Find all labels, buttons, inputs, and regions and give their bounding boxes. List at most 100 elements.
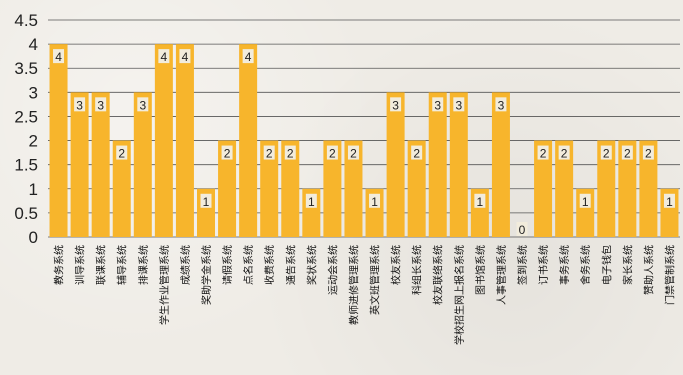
data-label: 1 xyxy=(666,195,673,209)
data-label-bg xyxy=(158,49,170,64)
data-label-bg xyxy=(305,193,317,208)
x-tick-label: 舍务系统 xyxy=(579,245,592,285)
x-tick-label: 奖状系统 xyxy=(305,245,318,285)
data-label-bg xyxy=(53,49,65,64)
bar xyxy=(639,140,658,237)
x-tick-label: 校友联络系统 xyxy=(432,245,445,305)
x-tick-label: 教务系统 xyxy=(53,245,66,285)
bar xyxy=(112,140,131,237)
data-label: 2 xyxy=(350,147,357,161)
y-tick-label: 1 xyxy=(29,180,38,199)
data-label-bg xyxy=(432,97,444,112)
data-label-bg xyxy=(74,97,86,112)
x-axis: 教务系统 训导系统 联课系统 辅导系统 排课系统 学生作业管理系统 成绩系统 奖助学金系统 请假… xyxy=(53,245,677,345)
x-tick-label: 学生作业管理系统 xyxy=(158,245,171,325)
x-tick-label: 请假系统 xyxy=(221,245,234,285)
data-label: 4 xyxy=(161,50,168,64)
y-tick-label: 0.5 xyxy=(14,204,38,223)
y-tick-label: 3 xyxy=(29,83,38,102)
x-tick-label: 收费系统 xyxy=(263,245,276,285)
y-tick-label: 2 xyxy=(29,132,38,151)
x-tick-label: 图书馆系统 xyxy=(474,245,487,295)
data-label: 1 xyxy=(308,195,315,209)
data-label-bg xyxy=(516,222,528,236)
bar xyxy=(281,140,300,237)
data-label: 2 xyxy=(603,147,610,161)
x-tick-label: 排课系统 xyxy=(137,245,150,285)
data-label-bg xyxy=(537,145,549,160)
x-tick-label: 赞助人系统 xyxy=(642,245,655,295)
x-tick-label: 点名系统 xyxy=(242,245,255,285)
data-label-bg xyxy=(347,145,359,160)
x-tick-label: 人事管理系统 xyxy=(495,245,508,305)
data-label-bg xyxy=(116,145,128,160)
data-label: 2 xyxy=(561,147,568,161)
data-label-bg xyxy=(263,145,275,160)
bar xyxy=(344,140,363,237)
data-label: 4 xyxy=(55,50,62,64)
bar xyxy=(91,92,110,237)
x-tick-label: 教师进修管理系统 xyxy=(347,245,360,325)
data-label-bg xyxy=(95,97,107,112)
data-label: 4 xyxy=(182,50,189,64)
data-label: 4 xyxy=(245,50,252,64)
data-label-bg xyxy=(179,49,191,64)
data-label: 3 xyxy=(455,98,462,112)
y-tick-label: 4.5 xyxy=(14,11,38,30)
x-tick-label: 事务系统 xyxy=(558,245,571,285)
x-tick-label: 订书系统 xyxy=(537,245,550,285)
bar xyxy=(534,140,553,237)
data-label: 2 xyxy=(266,147,273,161)
y-tick-label: 1.5 xyxy=(14,156,38,175)
data-label: 2 xyxy=(645,147,652,161)
y-tick-label: 2.5 xyxy=(14,107,38,126)
data-label: 2 xyxy=(413,147,420,161)
bar xyxy=(49,44,68,237)
data-label: 1 xyxy=(371,195,378,209)
bar xyxy=(323,140,342,237)
data-label-bg xyxy=(369,193,381,208)
data-label: 0 xyxy=(519,223,526,237)
data-label: 2 xyxy=(329,147,336,161)
data-label-bg xyxy=(200,193,212,208)
bar xyxy=(597,140,616,237)
data-label: 2 xyxy=(287,147,294,161)
data-label: 3 xyxy=(392,98,399,112)
data-label-bg xyxy=(663,193,675,208)
data-label: 2 xyxy=(118,147,125,161)
data-label-bg xyxy=(453,97,465,112)
x-tick-label: 运动会系统 xyxy=(326,245,339,295)
bar xyxy=(218,140,237,237)
gridlines xyxy=(48,19,680,238)
x-tick-label: 联课系统 xyxy=(95,245,108,285)
data-label-bg xyxy=(474,193,486,208)
data-label-bg xyxy=(284,145,296,160)
x-tick-label: 科组长系统 xyxy=(411,245,424,295)
data-label-bg xyxy=(558,145,570,160)
bar xyxy=(449,92,468,237)
bar xyxy=(175,44,194,237)
x-tick-label: 奖助学金系统 xyxy=(200,245,213,305)
data-label-bg xyxy=(242,49,254,64)
data-label-bg xyxy=(137,97,149,112)
data-label-bg xyxy=(579,193,591,208)
y-axis: 0 0.5 1 1.5 2 2.5 3 3.5 4 4.5 xyxy=(14,11,38,247)
data-label: 1 xyxy=(203,195,210,209)
data-label-bg xyxy=(642,145,654,160)
data-label: 3 xyxy=(139,98,146,112)
x-tick-label: 通告系统 xyxy=(284,245,297,285)
data-label: 3 xyxy=(76,98,83,112)
x-tick-label: 训导系统 xyxy=(74,245,87,285)
data-label-bg xyxy=(495,97,507,112)
bar xyxy=(239,44,258,237)
data-label: 3 xyxy=(498,98,505,112)
bar xyxy=(133,92,152,237)
x-tick-label: 学校招生网上报名系统 xyxy=(453,245,466,345)
bar xyxy=(260,140,279,237)
x-tick-label: 辅导系统 xyxy=(116,245,129,285)
data-label: 3 xyxy=(97,98,104,112)
data-label-bg xyxy=(600,145,612,160)
data-label: 1 xyxy=(582,195,589,209)
